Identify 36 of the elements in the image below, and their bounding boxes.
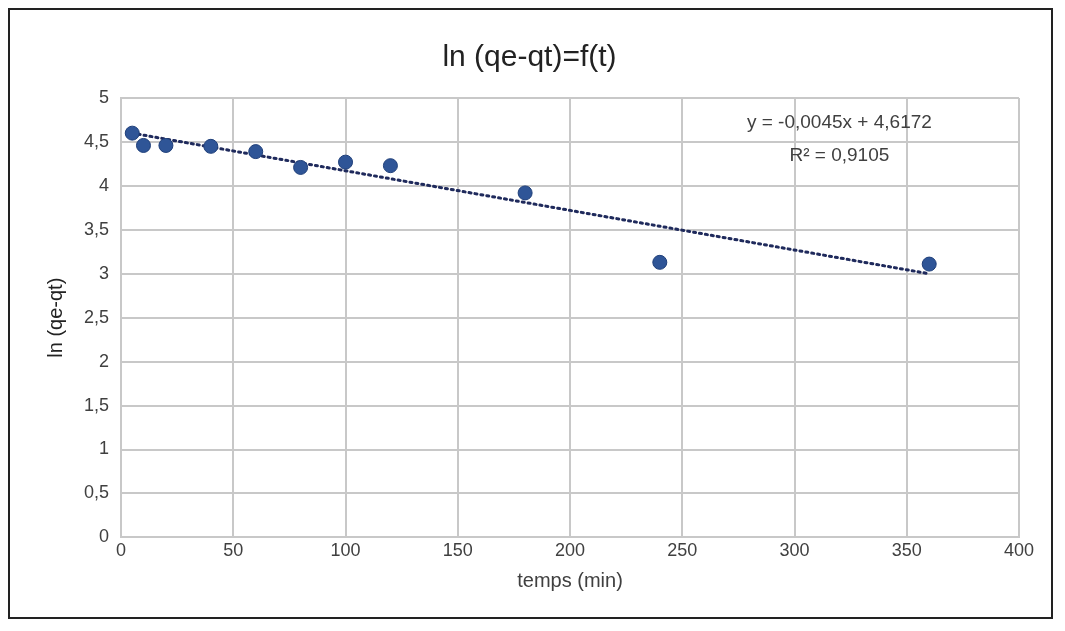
point	[135, 137, 151, 153]
y-tick-label: 3	[99, 262, 110, 283]
x-tick-label: 100	[330, 540, 361, 561]
point	[382, 158, 398, 174]
x-tick-label: 50	[223, 540, 244, 561]
y-tick-label: 0,5	[83, 482, 110, 503]
y-axis-title: ln (qe-qt)	[43, 277, 66, 358]
x-tick-label: 150	[442, 540, 473, 561]
y-tick-label: 4,5	[83, 130, 110, 151]
point	[293, 159, 309, 175]
y-tick-label: 0	[99, 526, 110, 547]
point	[124, 125, 140, 141]
point	[921, 256, 937, 272]
annotation: R² = 0,9105	[789, 144, 890, 166]
y-tick-label: 3,5	[83, 218, 110, 239]
x-axis-title: temps (min)	[517, 568, 623, 591]
annotation: y = -0,0045x + 4,6172	[746, 111, 932, 133]
y-tick-label: 2,5	[83, 306, 110, 327]
point	[248, 144, 264, 160]
chart-title: ln (qe-qt)=f(t)	[442, 39, 617, 73]
y-tick-label: 1,5	[83, 394, 110, 415]
point	[338, 154, 354, 170]
y-tick-label: 1	[99, 438, 110, 459]
x-tick-label: 200	[554, 540, 586, 561]
point	[203, 138, 219, 154]
y-tick-label: 4	[99, 174, 110, 195]
x-tick-label: 300	[779, 540, 810, 561]
x-tick-label: 400	[1003, 540, 1035, 561]
point	[158, 137, 174, 153]
point	[652, 254, 668, 270]
y-tick-label: 2	[99, 350, 110, 371]
x-tick-label: 0	[116, 540, 127, 561]
x-tick-label: 250	[667, 540, 698, 561]
point	[517, 185, 533, 201]
y-tick-label: 5	[99, 86, 110, 107]
x-tick-label: 350	[891, 540, 922, 561]
